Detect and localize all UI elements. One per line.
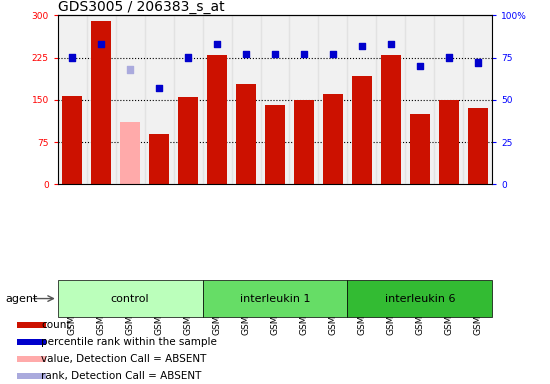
Bar [16, 322, 46, 328]
Text: GSM211503: GSM211503 [155, 280, 164, 335]
Text: GSM211509: GSM211509 [328, 280, 338, 335]
FancyBboxPatch shape [58, 280, 202, 317]
Point [213, 41, 222, 47]
Point [415, 63, 424, 69]
Text: GSM211512: GSM211512 [415, 280, 425, 335]
Point [300, 51, 309, 57]
Point [271, 51, 279, 57]
Text: interleukin 6: interleukin 6 [384, 293, 455, 304]
Text: interleukin 1: interleukin 1 [240, 293, 310, 304]
Text: GSM211507: GSM211507 [271, 280, 279, 335]
Bar [116, 15, 145, 184]
Text: GSM211508: GSM211508 [299, 280, 309, 335]
Point [68, 55, 76, 61]
Bar [236, 84, 256, 184]
Text: percentile rank within the sample: percentile rank within the sample [41, 337, 217, 347]
Text: GSM211501: GSM211501 [97, 280, 106, 335]
Text: GSM211510: GSM211510 [358, 280, 366, 335]
Bar [232, 15, 261, 184]
Text: GSM211502: GSM211502 [125, 280, 135, 335]
Bar [16, 372, 46, 379]
Bar [149, 134, 169, 184]
Text: GSM211504: GSM211504 [184, 280, 192, 335]
Point [358, 43, 366, 49]
Bar [405, 15, 434, 184]
Text: count: count [41, 320, 71, 330]
Text: GDS3005 / 206383_s_at: GDS3005 / 206383_s_at [58, 0, 224, 14]
Bar [410, 114, 430, 184]
Point [328, 51, 337, 57]
Bar [434, 15, 463, 184]
Text: GSM211506: GSM211506 [241, 280, 251, 335]
Bar [174, 15, 202, 184]
Bar [91, 21, 111, 184]
Bar [58, 15, 87, 184]
Bar [376, 15, 405, 184]
Text: GSM211500: GSM211500 [68, 280, 77, 335]
Bar [87, 15, 116, 184]
Bar [178, 97, 198, 184]
Bar [352, 76, 372, 184]
Point [387, 41, 395, 47]
Bar [348, 15, 376, 184]
Bar [261, 15, 289, 184]
Bar [265, 106, 285, 184]
FancyBboxPatch shape [202, 280, 348, 317]
Text: value, Detection Call = ABSENT: value, Detection Call = ABSENT [41, 354, 207, 364]
Text: agent: agent [6, 293, 38, 304]
Point [155, 85, 163, 91]
Bar [16, 339, 46, 345]
Point [97, 41, 106, 47]
Bar [62, 96, 82, 184]
Bar [289, 15, 318, 184]
Bar [202, 15, 232, 184]
Text: GSM211513: GSM211513 [444, 280, 453, 335]
Bar [468, 108, 488, 184]
Point [474, 60, 482, 66]
Bar [207, 55, 227, 184]
Bar [16, 356, 46, 362]
Bar [381, 55, 401, 184]
Point [444, 55, 453, 61]
FancyBboxPatch shape [348, 280, 492, 317]
Point [184, 55, 192, 61]
Text: GSM211505: GSM211505 [212, 280, 222, 335]
Bar [120, 122, 140, 184]
Bar [294, 100, 314, 184]
Point [241, 51, 250, 57]
Point [126, 66, 135, 73]
Text: GSM211511: GSM211511 [386, 280, 395, 335]
Text: GSM211514: GSM211514 [473, 280, 482, 335]
Bar [323, 94, 343, 184]
Bar [463, 15, 492, 184]
Bar [439, 100, 459, 184]
Bar [318, 15, 348, 184]
Text: control: control [111, 293, 150, 304]
Text: rank, Detection Call = ABSENT: rank, Detection Call = ABSENT [41, 371, 202, 381]
Bar [145, 15, 174, 184]
